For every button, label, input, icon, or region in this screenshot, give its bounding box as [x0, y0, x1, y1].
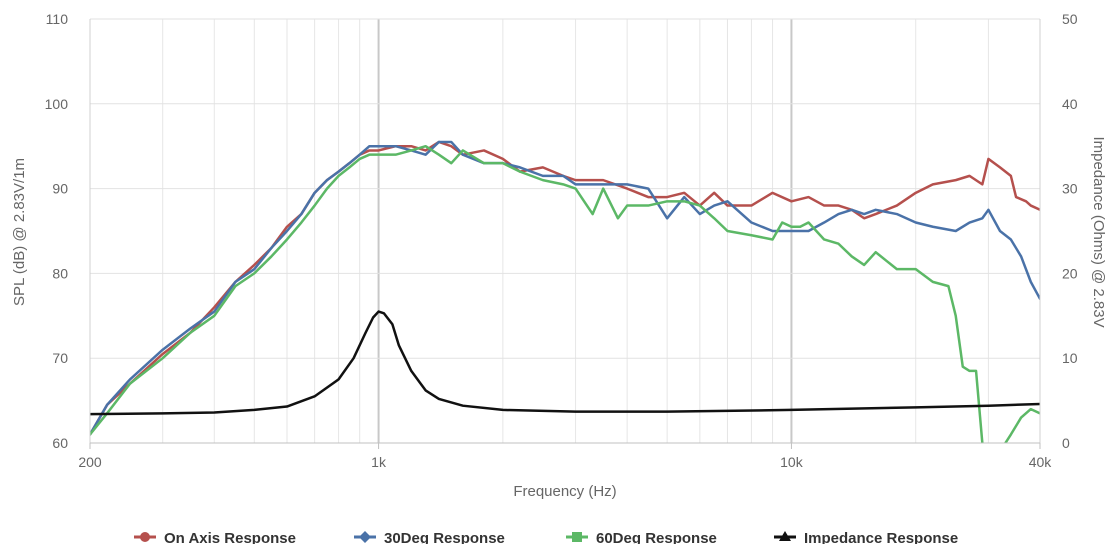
60deg-response-legend-label: 60Deg Response: [596, 530, 717, 544]
chart-legend: On Axis Response 30Deg Response 60Deg Resp…: [134, 530, 958, 544]
y-left-tick-label: 60: [52, 435, 68, 451]
y-left-tick-label: 90: [52, 181, 68, 197]
30deg-response-legend-label: 30Deg Response: [384, 530, 505, 544]
x-axis-title: Frequency (Hz): [513, 483, 616, 500]
x-tick-label: 10k: [780, 454, 804, 470]
y-left-tick-label: 110: [46, 11, 69, 27]
y-left-tick-label: 70: [52, 350, 68, 366]
y-axis-left-title: SPL (dB) @ 2.83V/1m: [11, 158, 28, 306]
y-left-tick-label: 80: [52, 265, 68, 281]
x-tick-label: 40k: [1029, 454, 1053, 470]
circle-marker-icon: [140, 532, 150, 542]
y-axis-right-title: Impedance (Ohms) @ 2.83V: [1090, 136, 1107, 327]
y-left-tick-label: 100: [45, 96, 69, 112]
60deg-response-line: [90, 144, 1040, 443]
impedance-response-line: [90, 310, 1040, 416]
y-right-tick-label: 20: [1062, 265, 1078, 281]
plot-grid: [90, 18, 1040, 444]
diamond-marker-icon: [359, 531, 371, 543]
impedance-response-legend-label: Impedance Response: [804, 530, 958, 544]
y-right-tick-label: 10: [1062, 350, 1078, 366]
on-axis-response-legend-label: On Axis Response: [164, 530, 296, 544]
y-right-tick-label: 40: [1062, 96, 1078, 112]
chart-axes: 60 0 70 10 80 20 90 30 100 40 110 50 200 1k 10k 40k: [45, 11, 1078, 470]
square-marker-icon: [572, 532, 582, 542]
series-lines: [90, 140, 1040, 443]
x-tick-label: 1k: [371, 454, 387, 470]
30deg-response-line: [90, 140, 1040, 436]
x-tick-label: 200: [78, 454, 102, 470]
triangle-marker-icon: [779, 531, 791, 541]
y-right-tick-label: 0: [1062, 435, 1070, 451]
y-right-tick-label: 30: [1062, 181, 1078, 197]
y-right-tick-label: 50: [1062, 11, 1078, 27]
